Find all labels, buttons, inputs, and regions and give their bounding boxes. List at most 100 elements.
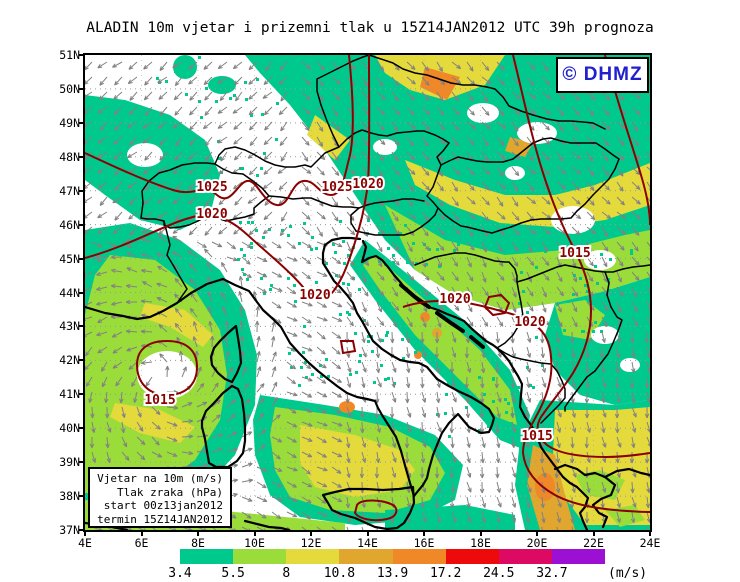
lat-tick — [79, 393, 85, 396]
lat-tick-label: 43N — [59, 319, 80, 334]
isobar-small-closed — [339, 340, 357, 355]
isobar-1015-east — [512, 55, 650, 459]
isobar-1020-closed — [483, 293, 511, 317]
lat-tick — [79, 223, 85, 226]
lon-tick-label: 4E — [78, 536, 92, 550]
isobar-value-label: 1020 — [352, 177, 383, 192]
isobars — [85, 55, 650, 522]
lat-tick — [79, 291, 85, 294]
isobar-value-label: 1020 — [196, 207, 227, 222]
lat-tick-label: 40N — [59, 421, 80, 436]
lat-tick — [79, 495, 85, 498]
colorbar-value: 8 — [282, 566, 291, 581]
isobar-value-label: 1015 — [521, 429, 552, 444]
lon-tick — [366, 531, 369, 536]
lon-tick-label: 14E — [357, 536, 378, 550]
lon-tick-label: 6E — [134, 536, 149, 550]
colorbar-value: 24.5 — [483, 566, 515, 581]
lon-tick-label: 10E — [244, 536, 265, 550]
isobar-value-label: 1020 — [514, 315, 545, 330]
lon-tick — [423, 531, 425, 536]
isobar-1020-west — [85, 55, 371, 301]
lon-tick — [649, 531, 651, 536]
colorbar-segment — [180, 549, 234, 564]
wind-arrows — [85, 61, 650, 530]
lat-tick-label: 51N — [59, 48, 80, 62]
dhmz-logo-box: © DHMZ — [556, 57, 649, 93]
lon-tick-label: 8E — [191, 536, 205, 550]
lat-tick-label: 48N — [59, 149, 80, 164]
lat-tick-label: 47N — [59, 183, 80, 198]
isobar-value-label: 1015 — [144, 393, 175, 408]
lat-tick — [79, 155, 85, 158]
map-frame: 1025 1025 1020 1020 1020 1020 1020 1015 1015 1015 — [83, 53, 652, 532]
wind-speed-colorbar — [180, 549, 605, 564]
isobar-1020-east — [402, 299, 650, 513]
lat-tick-label: 41N — [59, 387, 80, 402]
lat-tick — [79, 461, 85, 464]
lon-tick-label: 18E — [470, 536, 491, 550]
lon-tick — [140, 531, 143, 536]
isobar-value-label: 1025 — [196, 180, 227, 195]
colorbar-value: 5.5 — [221, 566, 245, 581]
lat-tick — [79, 359, 85, 362]
colorbar-segment — [551, 549, 605, 564]
lat-tick — [79, 325, 85, 328]
lat-tick — [79, 529, 85, 531]
colorbar-segment — [339, 549, 393, 564]
mountain-ridge — [399, 283, 431, 309]
isobar-1015-low — [135, 339, 199, 397]
lat-tick-label: 38N — [59, 489, 80, 504]
lon-tick — [479, 531, 482, 536]
lat-tick — [79, 121, 85, 124]
lon-tick — [536, 531, 538, 536]
lon-tick — [592, 531, 595, 536]
chart-title: ALADIN 10m vjetar i prizemni tlak u 15Z1… — [86, 20, 654, 36]
lat-tick — [79, 54, 85, 56]
lat-tick-label: 37N — [59, 523, 80, 537]
lat-tick — [79, 257, 85, 260]
lon-tick-label: 12E — [300, 536, 322, 550]
mountain-ridge — [435, 311, 465, 333]
lon-tick-label: 24E — [639, 536, 661, 550]
colorbar-value: 17.2 — [429, 566, 462, 581]
isobar-value-label: 1025 — [321, 180, 352, 195]
info-box-line: start 00z13jan2012 — [103, 499, 223, 512]
lon-tick — [253, 531, 256, 536]
colorbar-segment — [445, 549, 499, 564]
lon-tick-label: 20E — [526, 536, 548, 550]
lat-tick — [79, 87, 85, 90]
lon-tick — [84, 531, 86, 536]
isobar-value-label: 1015 — [559, 246, 590, 261]
colorbar-value: 32.7 — [536, 566, 568, 581]
isobar-value-label: 1020 — [299, 288, 330, 303]
lat-tick-label: 44N — [59, 285, 80, 300]
dhmz-logo-text: © DHMZ — [562, 64, 643, 85]
lat-tick — [79, 189, 85, 192]
colorbar-value: 10.8 — [323, 566, 356, 581]
colorbar-segment — [498, 549, 552, 564]
legend-info-box: Vjetar na 10m (m/s) Tlak zraka (hPa) start… — [88, 467, 232, 528]
lat-tick-label: 42N — [59, 353, 80, 368]
colorbar-unit: (m/s) — [608, 566, 648, 581]
isobar-1025 — [85, 55, 354, 207]
lat-tick-label: 50N — [59, 81, 80, 96]
lon-tick — [310, 531, 312, 536]
lat-tick-label: 49N — [59, 115, 80, 130]
isobar-sicily-closed — [353, 499, 398, 522]
info-box-line: Tlak zraka (hPa) — [117, 485, 223, 499]
colorbar-segment — [286, 549, 340, 564]
country-borders — [140, 55, 650, 424]
colorbar-value: 3.4 — [168, 566, 192, 581]
info-box-line: termin 15Z14JAN2012 — [97, 512, 223, 526]
lon-tick-label: 22E — [583, 536, 604, 550]
info-box-line: Vjetar na 10m (m/s) — [97, 472, 223, 485]
lat-tick-label: 46N — [59, 217, 80, 232]
lat-tick — [79, 427, 85, 430]
colorbar-segment — [392, 549, 446, 564]
lat-tick-label: 39N — [59, 455, 80, 470]
mountain-ridge — [469, 335, 485, 349]
